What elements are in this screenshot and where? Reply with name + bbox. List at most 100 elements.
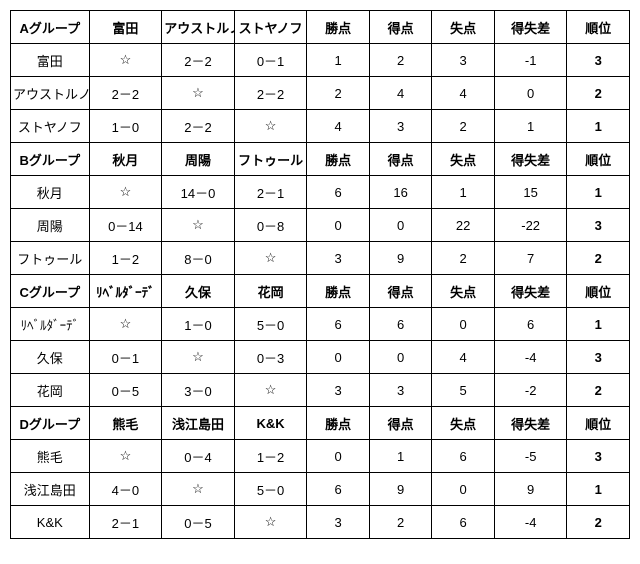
stat-cell: -22	[494, 209, 567, 242]
rank-cell: 2	[567, 506, 630, 539]
rank-cell: 3	[567, 209, 630, 242]
score-cell: 1－2	[89, 242, 162, 275]
table-row: 周陽0－14☆0－80022-223	[11, 209, 630, 242]
stat-cell: 2	[432, 110, 495, 143]
group-name: Dグループ	[11, 407, 90, 440]
row-header-team: フトゥール	[11, 242, 90, 275]
stat-cell: 6	[307, 176, 370, 209]
col-header-stat: 順位	[567, 11, 630, 44]
score-cell: 2－2	[89, 77, 162, 110]
stat-cell: 3	[307, 506, 370, 539]
score-cell: 2－1	[89, 506, 162, 539]
score-cell: 4－0	[89, 473, 162, 506]
group-table: Aグループ富田アウストルノストヤノフ勝点得点失点得失差順位富田☆2－20－112…	[10, 10, 630, 143]
stat-cell: 3	[432, 44, 495, 77]
score-cell: 2－2	[162, 110, 235, 143]
col-header-stat: 勝点	[307, 143, 370, 176]
row-header-team: 浅江島田	[11, 473, 90, 506]
stat-cell: 1	[432, 176, 495, 209]
score-cell: 1－0	[162, 308, 235, 341]
rank-cell: 1	[567, 308, 630, 341]
stat-cell: 2	[369, 44, 432, 77]
stat-cell: 0	[307, 341, 370, 374]
table-row: 浅江島田4－0☆5－069091	[11, 473, 630, 506]
col-header-stat: 得失差	[494, 407, 567, 440]
score-cell: 0－1	[234, 44, 307, 77]
row-header-team: 周陽	[11, 209, 90, 242]
col-header-stat: 失点	[432, 407, 495, 440]
self-cell: ☆	[234, 506, 307, 539]
self-cell: ☆	[89, 176, 162, 209]
stat-cell: 9	[369, 473, 432, 506]
stat-cell: 6	[432, 506, 495, 539]
col-header-team: K&K	[234, 407, 307, 440]
stat-cell: 6	[432, 440, 495, 473]
table-row: 秋月☆14－02－16161151	[11, 176, 630, 209]
stat-cell: 0	[307, 440, 370, 473]
score-cell: 0－4	[162, 440, 235, 473]
group-name: Cグループ	[11, 275, 90, 308]
self-cell: ☆	[89, 44, 162, 77]
row-header-team: ストヤノフ	[11, 110, 90, 143]
score-cell: 3－0	[162, 374, 235, 407]
table-row: ﾘﾍﾞﾙﾀﾞｰﾃﾞ☆1－05－066061	[11, 308, 630, 341]
col-header-team: 熊毛	[89, 407, 162, 440]
row-header-team: 秋月	[11, 176, 90, 209]
stat-cell: 3	[307, 242, 370, 275]
col-header-stat: 勝点	[307, 407, 370, 440]
stat-cell: 0	[432, 308, 495, 341]
score-cell: 0－3	[234, 341, 307, 374]
stat-cell: 9	[494, 473, 567, 506]
stat-cell: 2	[369, 506, 432, 539]
score-cell: 0－14	[89, 209, 162, 242]
stat-cell: 4	[432, 77, 495, 110]
score-cell: 5－0	[234, 308, 307, 341]
stat-cell: 0	[494, 77, 567, 110]
group-table: Bグループ秋月周陽フトゥール勝点得点失点得失差順位秋月☆14－02－161611…	[10, 142, 630, 275]
rank-cell: 3	[567, 440, 630, 473]
group-name: Bグループ	[11, 143, 90, 176]
stat-cell: 1	[307, 44, 370, 77]
col-header-team: ﾘﾍﾞﾙﾀﾞｰﾃﾞ	[89, 275, 162, 308]
col-header-stat: 順位	[567, 407, 630, 440]
col-header-team: アウストルノ	[162, 11, 235, 44]
table-row: ストヤノフ1－02－2☆43211	[11, 110, 630, 143]
table-row: 富田☆2－20－1123-13	[11, 44, 630, 77]
score-cell: 1－2	[234, 440, 307, 473]
table-row: K&K2－10－5☆326-42	[11, 506, 630, 539]
score-cell: 0－5	[162, 506, 235, 539]
stat-cell: -5	[494, 440, 567, 473]
rank-cell: 1	[567, 473, 630, 506]
col-header-team: 周陽	[162, 143, 235, 176]
row-header-team: 久保	[11, 341, 90, 374]
col-header-stat: 得点	[369, 143, 432, 176]
stat-cell: 4	[307, 110, 370, 143]
stat-cell: 1	[369, 440, 432, 473]
col-header-team: 久保	[162, 275, 235, 308]
stat-cell: 6	[494, 308, 567, 341]
stat-cell: -4	[494, 506, 567, 539]
self-cell: ☆	[234, 374, 307, 407]
table-row: フトゥール1－28－0☆39272	[11, 242, 630, 275]
stat-cell: 1	[494, 110, 567, 143]
stat-cell: -1	[494, 44, 567, 77]
row-header-team: 富田	[11, 44, 90, 77]
stat-cell: 6	[307, 473, 370, 506]
rank-cell: 1	[567, 110, 630, 143]
stat-cell: 0	[307, 209, 370, 242]
row-header-team: 熊毛	[11, 440, 90, 473]
group-table: Dグループ熊毛浅江島田K&K勝点得点失点得失差順位熊毛☆0－41－2016-53…	[10, 406, 630, 539]
col-header-stat: 得点	[369, 407, 432, 440]
group-name: Aグループ	[11, 11, 90, 44]
col-header-stat: 失点	[432, 275, 495, 308]
group-table: Cグループﾘﾍﾞﾙﾀﾞｰﾃﾞ久保花岡勝点得点失点得失差順位ﾘﾍﾞﾙﾀﾞｰﾃﾞ☆1…	[10, 274, 630, 407]
stat-cell: 3	[369, 110, 432, 143]
self-cell: ☆	[89, 308, 162, 341]
self-cell: ☆	[234, 242, 307, 275]
stat-cell: 7	[494, 242, 567, 275]
col-header-stat: 得点	[369, 275, 432, 308]
rank-cell: 3	[567, 44, 630, 77]
col-header-stat: 得失差	[494, 143, 567, 176]
rank-cell: 2	[567, 77, 630, 110]
col-header-team: 花岡	[234, 275, 307, 308]
